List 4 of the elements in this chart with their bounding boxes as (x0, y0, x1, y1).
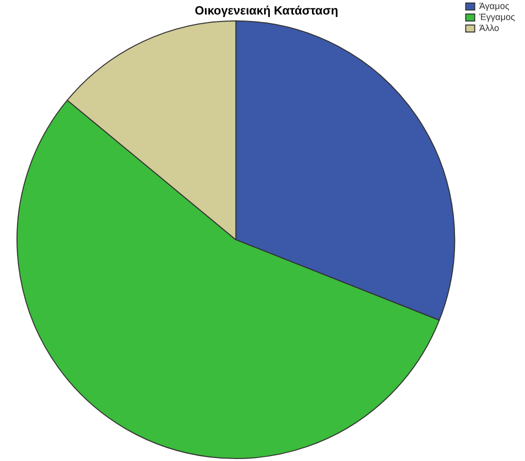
legend-label: Έγγαμος (478, 12, 516, 22)
legend-label: Άλλο (479, 22, 500, 33)
legend-label: Άγαμος (479, 0, 510, 11)
chart-title: Οικογενειακή Κατάσταση (194, 4, 338, 18)
